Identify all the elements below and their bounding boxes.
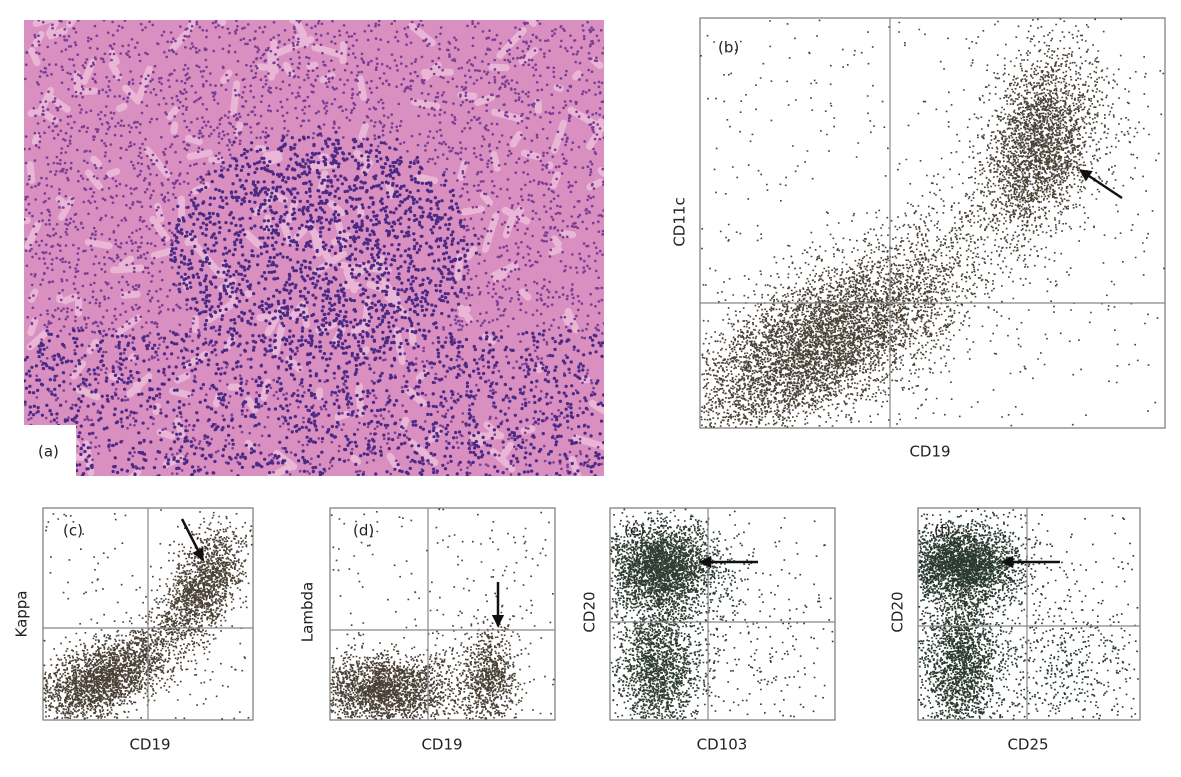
panel-label: (c) — [63, 522, 83, 540]
label-box — [24, 425, 76, 476]
panel-label: (e) — [624, 522, 645, 540]
dots — [610, 508, 834, 720]
plot-frame — [699, 17, 1166, 429]
dots — [918, 508, 1139, 720]
panel-label: (b) — [718, 39, 739, 57]
dots — [330, 508, 555, 720]
panel-label: (a) — [38, 443, 59, 461]
dot-cloud — [918, 508, 1139, 720]
arrow — [1078, 168, 1123, 200]
dots — [700, 18, 1165, 428]
dot-cloud — [43, 509, 253, 720]
dots — [24, 125, 604, 476]
y-axis-label: Kappa — [13, 591, 31, 638]
dot-cloud — [610, 508, 834, 720]
y-axis-label: Lambda — [299, 582, 317, 642]
y-axis-label: CD20 — [889, 591, 907, 632]
x-axis-label: CD19 — [421, 736, 462, 754]
panel-label: (d) — [353, 522, 374, 540]
dots — [43, 509, 253, 720]
arrow — [180, 518, 205, 562]
dot-cloud — [700, 18, 1165, 428]
y-axis-label: CD20 — [581, 591, 599, 632]
y-axis-label: CD11c — [671, 197, 689, 246]
x-axis-label: CD103 — [697, 736, 748, 754]
histology-image — [24, 20, 604, 476]
x-axis-label: CD19 — [129, 736, 170, 754]
x-axis-label: CD19 — [909, 443, 950, 461]
panel-label: (f) — [934, 522, 951, 540]
x-axis-label: CD25 — [1007, 736, 1048, 754]
dot-cloud — [330, 508, 555, 720]
